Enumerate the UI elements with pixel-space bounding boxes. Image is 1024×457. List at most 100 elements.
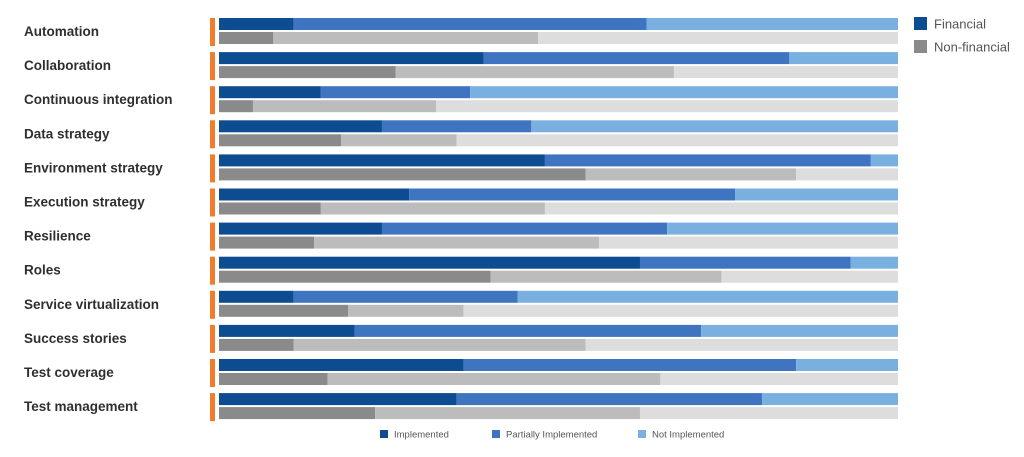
accent-mark — [210, 154, 215, 183]
bar-financial-implemented — [219, 290, 294, 303]
bar-financial-implemented — [219, 86, 321, 99]
bar-non-financial-implemented — [219, 134, 342, 147]
bar-non-financial-partially-implemented — [320, 202, 545, 215]
bar-non-financial-partially-implemented — [375, 407, 640, 420]
category-label-execution-strategy: Execution strategy — [24, 195, 145, 210]
bar-financial-not-implemented — [701, 324, 898, 337]
legend-partially-implemented-label: Partially Implemented — [506, 430, 597, 441]
bar-non-financial-not-implemented — [463, 304, 898, 317]
bar-financial-partially-implemented — [354, 324, 702, 337]
bar-financial-not-implemented — [850, 256, 898, 269]
segment-legend: Implemented Partially Implemented Not Im… — [380, 430, 724, 441]
legend-not-implemented-label: Not Implemented — [652, 430, 724, 441]
bar-financial-implemented — [219, 324, 355, 337]
bar-financial-implemented — [219, 222, 382, 235]
bar-non-financial-not-implemented — [538, 32, 898, 44]
bar-financial-not-implemented — [646, 18, 898, 30]
bar-financial-implemented — [219, 52, 484, 65]
bar-non-financial-not-implemented — [721, 270, 898, 283]
bar-non-financial-not-implemented — [673, 66, 898, 79]
bar-financial-implemented — [219, 256, 640, 269]
bar-non-financial-implemented — [219, 338, 294, 351]
bar-non-financial-not-implemented — [660, 373, 898, 385]
accent-mark — [210, 359, 215, 387]
bar-non-financial-not-implemented — [585, 338, 898, 351]
accent-mark — [210, 18, 215, 46]
bar-non-financial-partially-implemented — [314, 236, 600, 249]
bar-financial-not-implemented — [796, 359, 898, 371]
bar-non-financial-implemented — [219, 66, 396, 79]
bar-financial-partially-implemented — [639, 256, 851, 269]
bar-non-financial-not-implemented — [436, 100, 898, 113]
bar-financial-partially-implemented — [320, 86, 471, 99]
category-labels: Automation Collaboration Continuous integr… — [24, 24, 172, 414]
bar-financial-partially-implemented — [463, 359, 797, 371]
legend-non-financial-label: Non-financial — [934, 40, 1010, 55]
legend-non-financial-swatch — [914, 40, 927, 53]
bar-non-financial-not-implemented — [639, 407, 898, 420]
legend-not-implemented-swatch — [638, 430, 646, 438]
accent-mark — [210, 120, 215, 149]
legend-partially-implemented-swatch — [492, 430, 500, 438]
legend-implemented-swatch — [380, 430, 388, 438]
bar-financial-not-implemented — [667, 222, 898, 235]
category-label-success-stories: Success stories — [24, 331, 127, 346]
bar-non-financial-implemented — [219, 373, 328, 385]
bar-financial-partially-implemented — [483, 52, 790, 65]
bar-financial-not-implemented — [735, 188, 898, 201]
bar-financial-not-implemented — [470, 86, 898, 99]
bar-non-financial-partially-implemented — [395, 66, 674, 79]
bar-non-financial-implemented — [219, 407, 376, 420]
bar-financial-not-implemented — [531, 120, 898, 133]
bar-non-financial-partially-implemented — [273, 32, 539, 44]
bar-non-financial-implemented — [219, 304, 349, 317]
bar-non-financial-partially-implemented — [293, 338, 586, 351]
accent-mark — [210, 256, 215, 285]
accent-mark — [210, 324, 215, 353]
bar-financial-partially-implemented — [409, 188, 736, 201]
accent-mark — [210, 290, 215, 319]
bar-financial-implemented — [219, 18, 294, 30]
bar-financial-partially-implemented — [293, 18, 647, 30]
bar-financial-implemented — [219, 393, 457, 406]
bar-non-financial-implemented — [219, 168, 586, 181]
bar-non-financial-implemented — [219, 202, 321, 215]
category-label-collaboration: Collaboration — [24, 58, 111, 73]
legend-financial-label: Financial — [934, 17, 986, 32]
legend-financial-swatch — [914, 17, 927, 30]
category-label-data-strategy: Data strategy — [24, 126, 110, 141]
bar-non-financial-not-implemented — [599, 236, 898, 249]
bar-non-financial-partially-implemented — [490, 270, 722, 283]
bar-non-financial-not-implemented — [796, 168, 898, 181]
category-label-continuous-integration: Continuous integration — [24, 92, 172, 107]
bar-financial-partially-implemented — [293, 290, 518, 303]
bar-financial-implemented — [219, 188, 410, 201]
bar-non-financial-not-implemented — [544, 202, 898, 215]
bar-non-financial-implemented — [219, 32, 274, 44]
bar-financial-partially-implemented — [456, 393, 763, 406]
accent-mark — [210, 393, 215, 422]
accent-mark — [210, 52, 215, 81]
bar-non-financial-partially-implemented — [585, 168, 797, 181]
category-label-roles: Roles — [24, 263, 61, 278]
bar-financial-implemented — [219, 154, 545, 167]
accent-mark — [210, 222, 215, 251]
accent-mark — [210, 188, 215, 217]
bar-financial-partially-implemented — [381, 120, 532, 133]
bar-financial-partially-implemented — [544, 154, 871, 167]
bar-non-financial-partially-implemented — [252, 100, 437, 113]
bar-non-financial-partially-implemented — [348, 304, 464, 317]
bars — [219, 18, 898, 420]
bar-financial-not-implemented — [870, 154, 898, 167]
bar-financial-not-implemented — [789, 52, 898, 65]
accent-mark — [210, 86, 215, 115]
bar-non-financial-not-implemented — [456, 134, 898, 147]
bar-financial-partially-implemented — [381, 222, 668, 235]
category-label-service-virtualization: Service virtualization — [24, 297, 159, 312]
bar-financial-implemented — [219, 120, 382, 133]
bar-non-financial-implemented — [219, 100, 253, 113]
category-label-test-management: Test management — [24, 399, 138, 414]
group-legend: Financial Non-financial — [914, 17, 1010, 55]
bar-non-financial-implemented — [219, 236, 315, 249]
